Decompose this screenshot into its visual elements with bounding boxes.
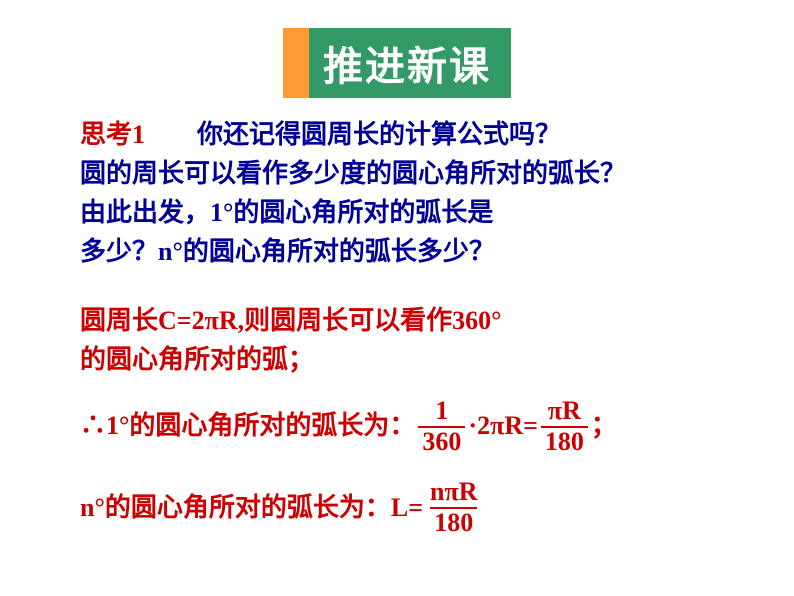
title-box: 推进新课 [309, 28, 511, 98]
question-line4: 多少？n°的圆心角所对的弧长多少？ [80, 237, 495, 266]
gap [145, 120, 197, 149]
formula-1: ∴1°的圆心角所对的弧长为： 1 360 ·2πR= πR 180 ； [80, 397, 734, 456]
formula2-frac: nπR 180 [426, 478, 481, 537]
question-paragraph: 思考1 你还记得圆周长的计算公式吗？ 圆的周长可以看作多少度的圆心角所对的弧长？… [80, 115, 734, 271]
formula1-frac1-num: 1 [431, 397, 452, 426]
formula2-frac-num: nπR [426, 478, 481, 507]
content-area: 思考1 你还记得圆周长的计算公式吗？ 圆的周长可以看作多少度的圆心角所对的弧长？… [80, 115, 734, 559]
question-label: 思考1 [80, 120, 145, 149]
question-line2: 圆的周长可以看作多少度的圆心角所对的弧长？ [80, 159, 626, 188]
formula-2: n°的圆心角所对的弧长为： L= nπR 180 [80, 478, 734, 537]
question-line3: 由此出发，1°的圆心角所对的弧长是 [80, 198, 493, 227]
formula1-frac2: πR 180 [541, 397, 588, 456]
answer-paragraph: 圆周长C=2πR,则圆周长可以看作360° 的圆心角所对的弧； [80, 301, 734, 379]
formula1-suffix: ； [591, 408, 617, 444]
formula1-frac2-num: πR [544, 397, 585, 426]
formula1-frac1-den: 360 [418, 426, 465, 457]
title-banner: 推进新课 [283, 28, 511, 98]
answer-line1: 圆周长C=2πR,则圆周长可以看作360° [80, 306, 502, 335]
title-accent-bar [283, 28, 309, 98]
formula1-frac2-den: 180 [541, 426, 588, 457]
title-text: 推进新课 [323, 45, 491, 89]
formula1-frac1: 1 360 [418, 397, 465, 456]
formula2-eq: L= [391, 490, 423, 526]
question-line1: 你还记得圆周长的计算公式吗？ [197, 120, 561, 149]
formula1-prefix: ∴1°的圆心角所对的弧长为： [80, 408, 415, 444]
answer-line2: 的圆心角所对的弧； [80, 345, 314, 374]
formula2-frac-den: 180 [430, 507, 477, 538]
formula2-prefix: n°的圆心角所对的弧长为： [80, 490, 391, 526]
formula1-mid: ·2πR= [468, 408, 538, 444]
